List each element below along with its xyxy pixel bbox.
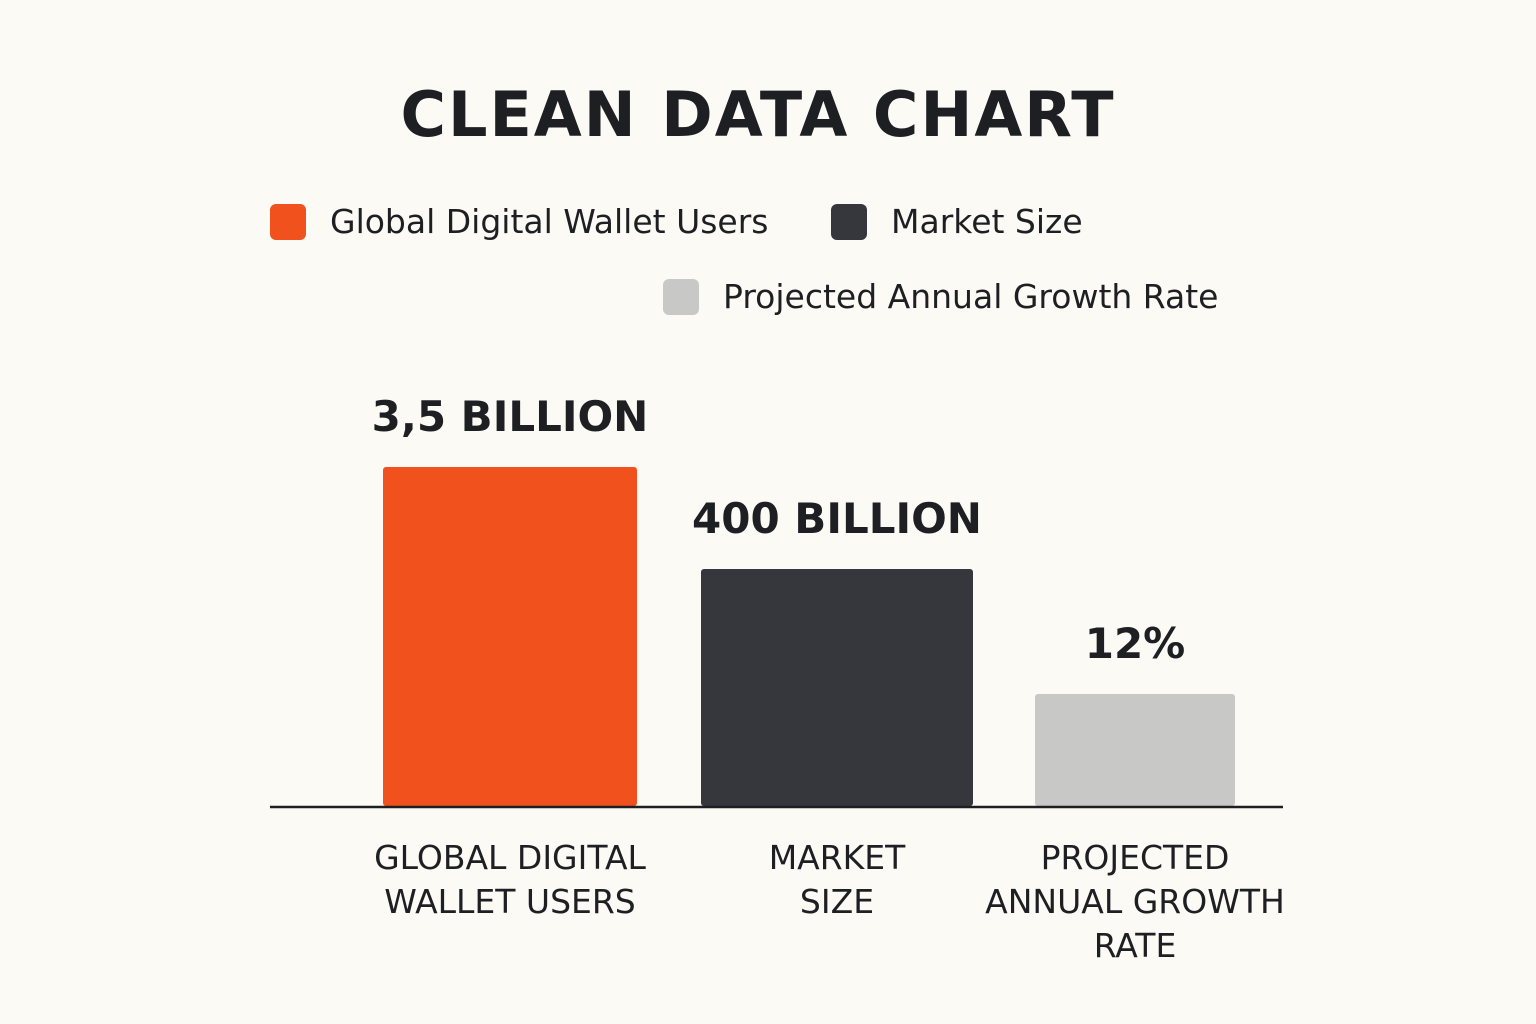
legend-swatch-wallet-users bbox=[270, 203, 306, 240]
legend-label-market-size: Market Size bbox=[891, 202, 1083, 241]
value-label-market-size: 400 BILLION bbox=[692, 494, 982, 543]
value-label-wallet-users: 3,5 BILLION bbox=[372, 392, 649, 441]
legend-item-market-size: Market Size bbox=[831, 202, 1083, 241]
labels-layer: 3,5 BILLION GLOBAL DIGITAL WALLET USERS 400… bbox=[372, 392, 1285, 965]
chart-title: CLEAN DATA CHART bbox=[400, 78, 1116, 151]
category-label-growth-rate: RATE bbox=[1094, 926, 1177, 965]
category-label-wallet-users: WALLET USERS bbox=[384, 882, 636, 921]
bar-growth-rate bbox=[1035, 694, 1235, 806]
bar-market-size bbox=[701, 569, 973, 806]
category-label-wallet-users: GLOBAL DIGITAL bbox=[374, 838, 646, 877]
legend-item-growth-rate: Projected Annual Growth Rate bbox=[663, 277, 1218, 316]
value-label-growth-rate: 12% bbox=[1085, 619, 1186, 668]
legend-label-growth-rate: Projected Annual Growth Rate bbox=[723, 277, 1219, 316]
category-label-growth-rate: PROJECTED bbox=[1041, 838, 1230, 877]
category-label-market-size: MARKET bbox=[769, 838, 906, 877]
legend-swatch-market-size bbox=[831, 203, 867, 240]
legend-item-wallet-users: Global Digital Wallet Users bbox=[270, 202, 769, 241]
category-label-growth-rate: ANNUAL GROWTH bbox=[985, 882, 1285, 921]
legend-swatch-growth-rate bbox=[663, 278, 699, 315]
bar-wallet-users bbox=[383, 467, 637, 806]
bars-layer bbox=[383, 467, 1235, 806]
legend-label-wallet-users: Global Digital Wallet Users bbox=[330, 202, 769, 241]
category-label-market-size: SIZE bbox=[800, 882, 874, 921]
